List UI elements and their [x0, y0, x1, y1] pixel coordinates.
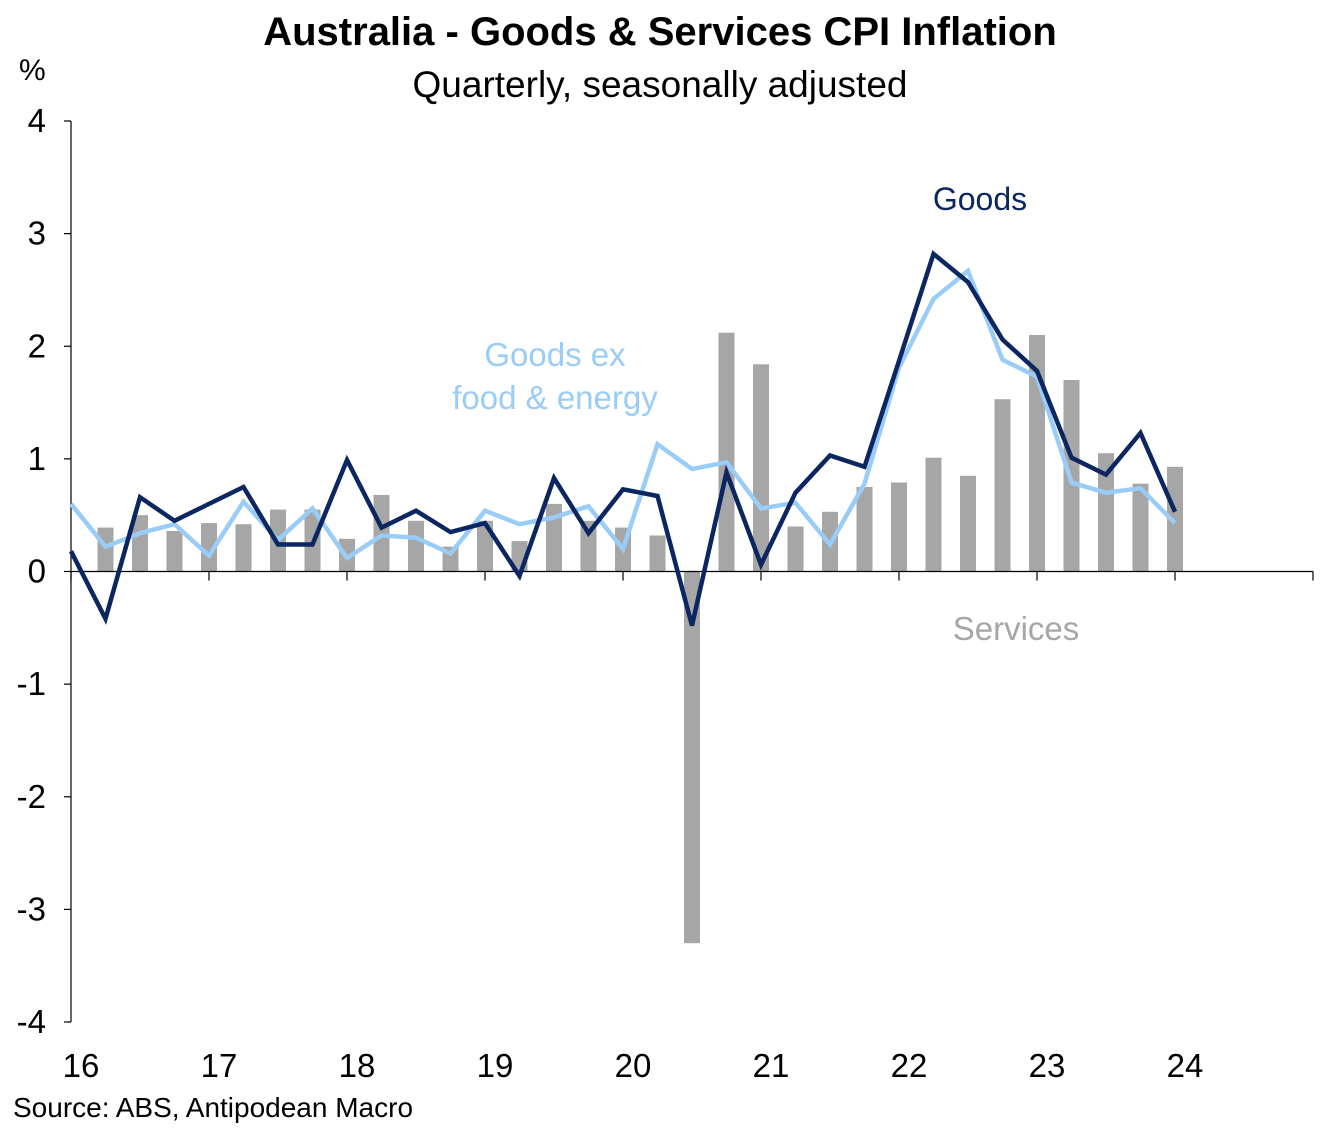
- y-tick-label: -4: [17, 1003, 46, 1040]
- y-tick-label: -2: [17, 778, 46, 815]
- goods-ex-food-energy-line: [69, 267, 1177, 562]
- x-tick-label: 24: [1167, 1047, 1204, 1084]
- x-tick-label: 21: [753, 1047, 790, 1084]
- services-bar: [235, 524, 252, 572]
- services-bar: [546, 503, 562, 572]
- services-bar: [132, 515, 148, 572]
- services-bar: [1167, 466, 1183, 572]
- series-lines: [68, 250, 1178, 627]
- services-bar: [166, 531, 183, 572]
- y-tick-label: -3: [17, 890, 46, 927]
- goods-line: [68, 250, 1178, 627]
- x-tick-label: 18: [339, 1047, 376, 1084]
- services-bars: [97, 332, 1183, 944]
- y-tick-label: -1: [17, 665, 46, 702]
- services-bar: [477, 520, 493, 572]
- goods-series-label: Goods: [933, 181, 1027, 217]
- services-bar: [960, 475, 976, 572]
- services-bar: [408, 520, 424, 572]
- x-tick-label: 17: [201, 1047, 238, 1084]
- y-tick-label: 0: [28, 553, 46, 590]
- source-note: Source: ABS, Antipodean Macro: [13, 1092, 414, 1123]
- chart-subtitle: Quarterly, seasonally adjusted: [412, 64, 908, 105]
- services-bar: [201, 523, 217, 572]
- series-labels: Goods Goods ex food & energy Services: [452, 181, 1079, 647]
- services-bar: [718, 332, 735, 572]
- services-bar: [891, 482, 907, 572]
- services-bar: [373, 494, 390, 572]
- services-bar: [580, 520, 597, 572]
- goods-ex-series-label-line2: food & energy: [452, 379, 658, 416]
- goods-ex-series-label-line1: Goods ex: [484, 336, 626, 373]
- chart-title: Australia - Goods & Services CPI Inflati…: [263, 10, 1057, 54]
- x-tick-label: 19: [477, 1047, 514, 1084]
- y-tick-label: 4: [28, 102, 46, 139]
- services-bar: [1132, 483, 1149, 572]
- y-axis-unit-label: %: [19, 54, 46, 87]
- y-tick-label: 1: [28, 440, 46, 477]
- services-bar: [1098, 453, 1114, 572]
- x-tick-label: 22: [891, 1047, 928, 1084]
- x-tick-label: 23: [1029, 1047, 1066, 1084]
- services-bar: [649, 535, 666, 572]
- y-tick-label: 3: [28, 215, 46, 252]
- services-bar: [856, 487, 873, 572]
- services-bar: [925, 457, 942, 572]
- services-bar: [994, 399, 1011, 572]
- services-bar: [684, 571, 700, 944]
- y-tick-label: 2: [28, 327, 46, 364]
- x-tick-label: 16: [63, 1047, 100, 1084]
- services-series-label: Services: [953, 610, 1080, 647]
- services-bar: [787, 526, 804, 572]
- services-bar: [97, 527, 114, 572]
- x-tick-label: 20: [615, 1047, 652, 1084]
- services-bar: [753, 364, 769, 572]
